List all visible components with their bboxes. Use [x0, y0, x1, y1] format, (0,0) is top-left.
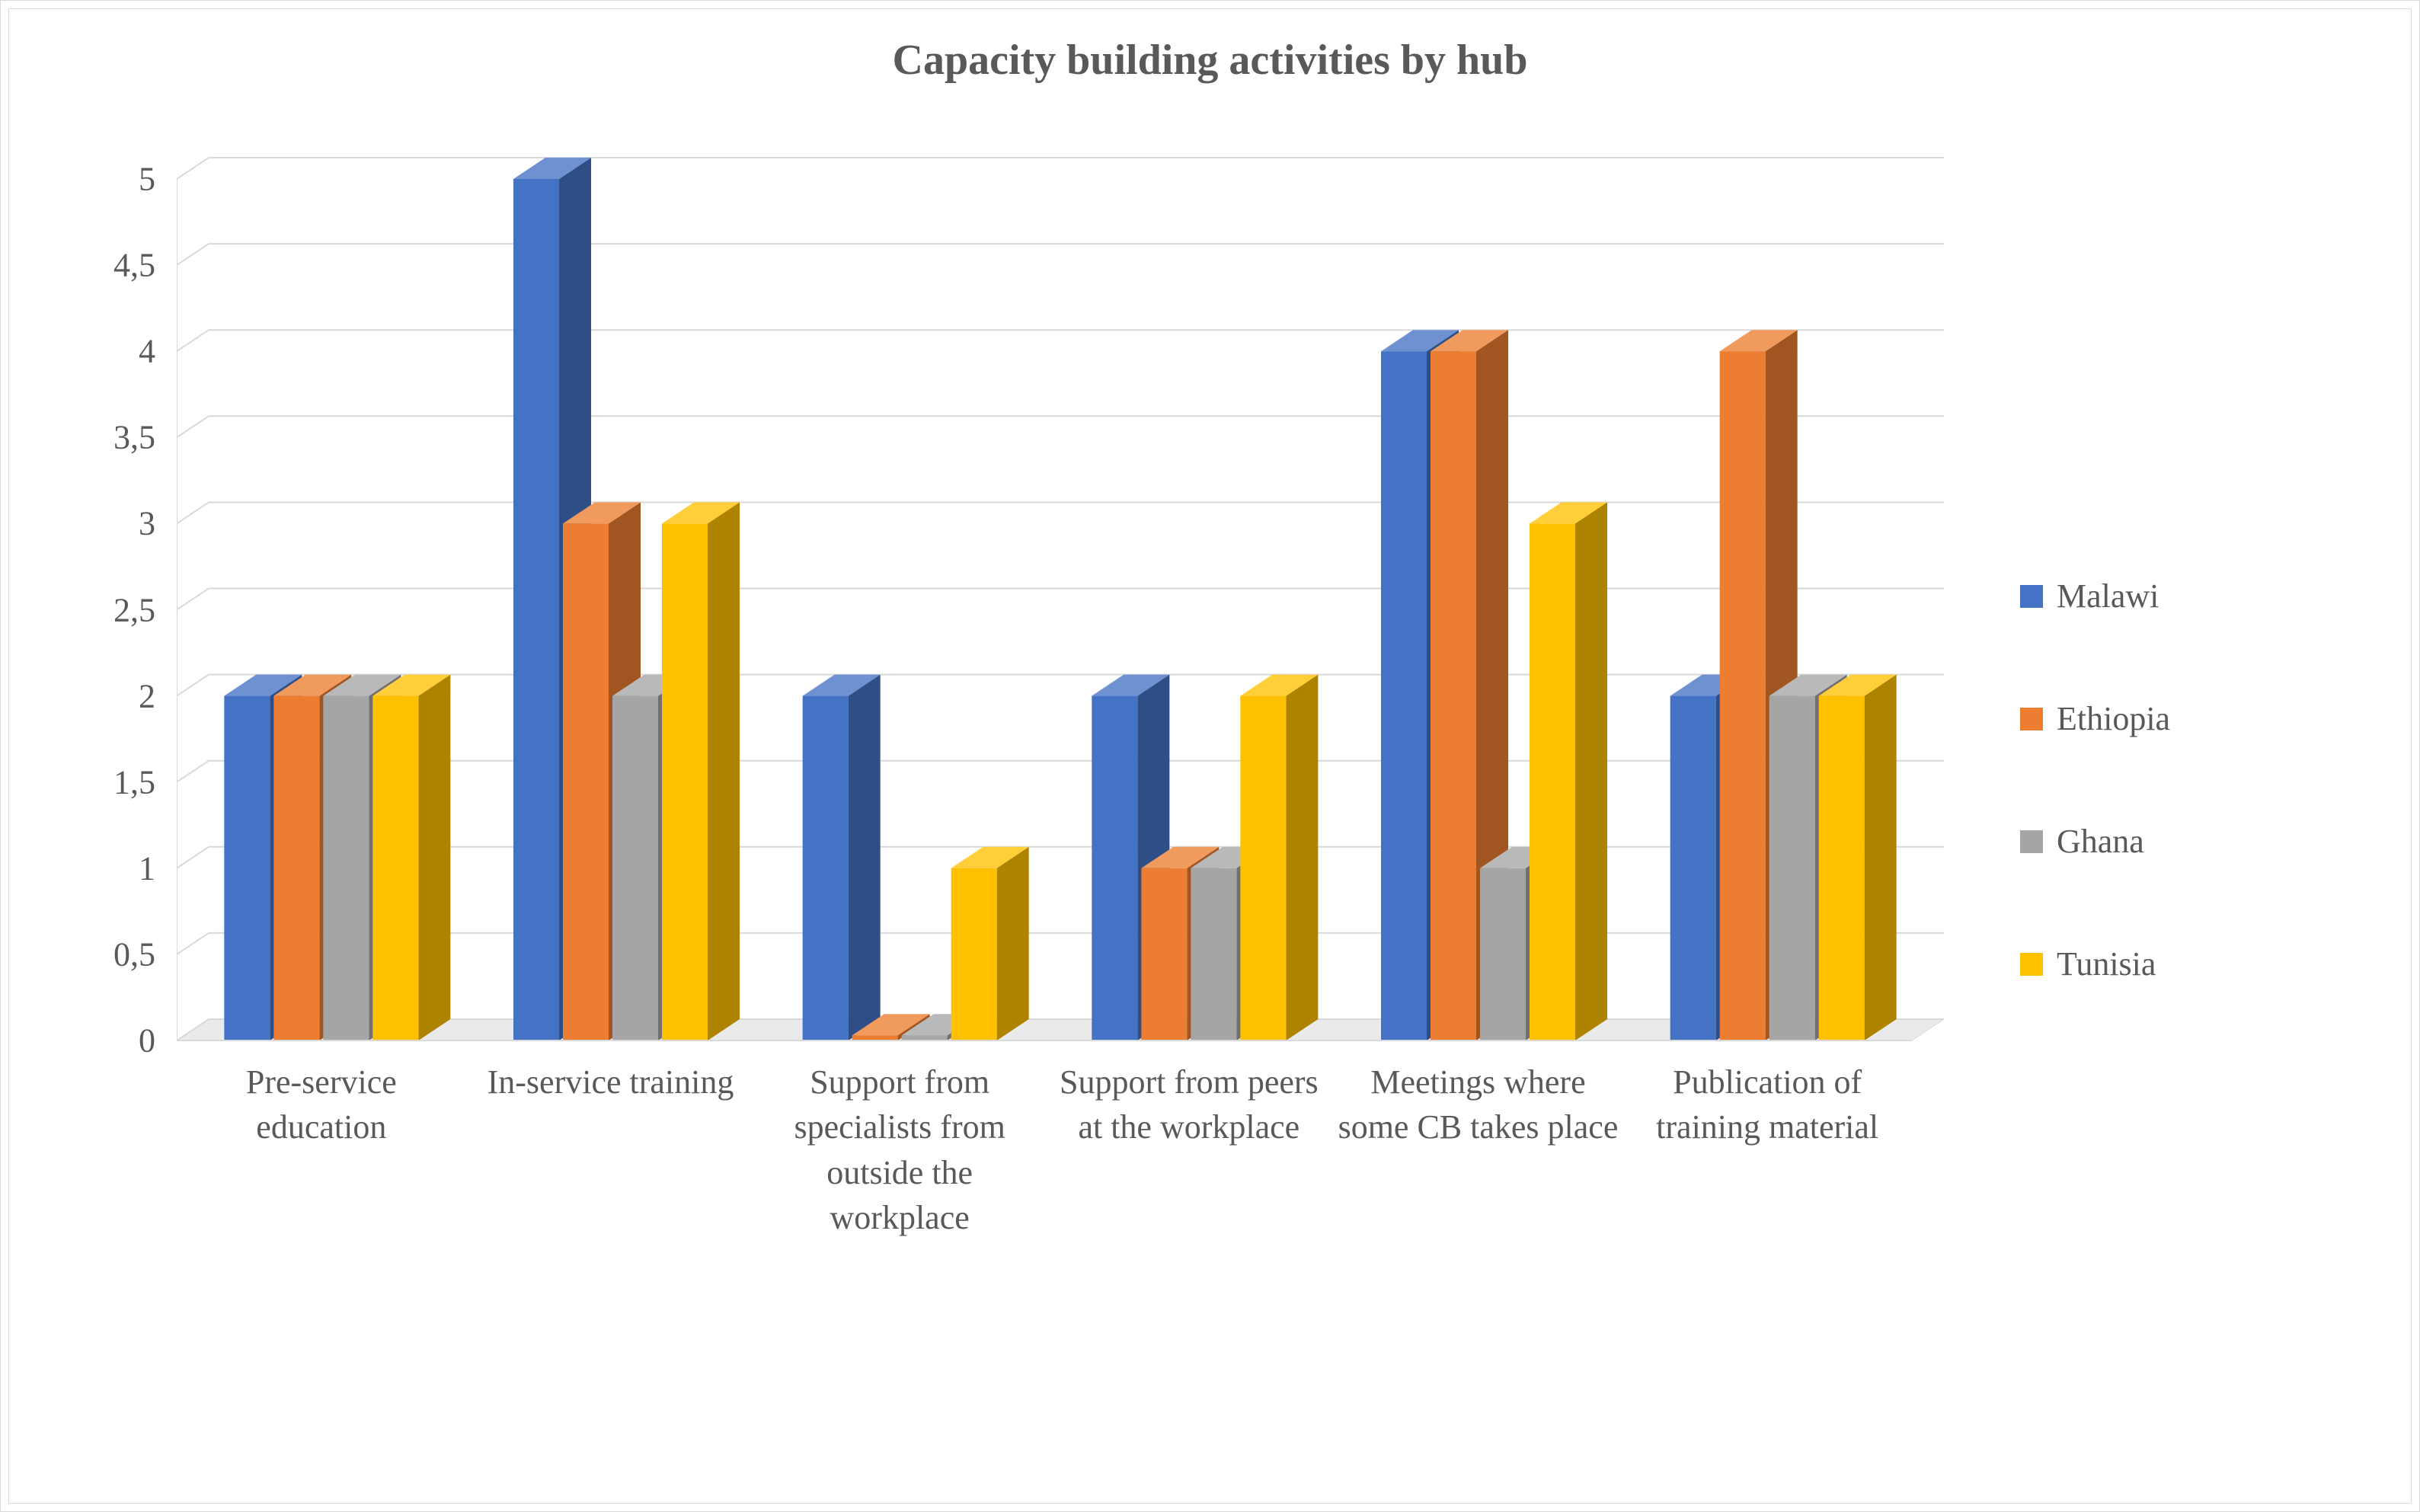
y-tick-label: 0 — [139, 1021, 177, 1060]
legend-label: Ethiopia — [2057, 699, 2170, 738]
y-tick-label: 0,5 — [113, 935, 177, 973]
x-tick-label: Support from specialists from outside th… — [755, 1041, 1044, 1241]
y-tick-label: 2,5 — [113, 590, 177, 629]
legend-swatch — [2020, 830, 2043, 853]
legend-label: Ghana — [2057, 822, 2144, 861]
y-tick-label: 4 — [139, 332, 177, 371]
x-tick-label: Meetings where some CB takes place — [1334, 1041, 1623, 1150]
legend: Malawi Ethiopia Ghana Tunisia — [2020, 577, 2170, 1067]
legend-swatch — [2020, 708, 2043, 730]
legend-item: Ghana — [2020, 822, 2170, 861]
y-tick-label: 1 — [139, 849, 177, 887]
y-tick-label: 3 — [139, 504, 177, 543]
legend-swatch — [2020, 585, 2043, 608]
x-tick-label: Pre-service education — [177, 1041, 466, 1150]
chart-outer-frame: Capacity building activities by hub 00,5… — [0, 0, 2420, 1512]
legend-label: Malawi — [2057, 577, 2159, 615]
legend-label: Tunisia — [2057, 945, 2156, 983]
y-tick-label: 2 — [139, 676, 177, 715]
legend-swatch — [2020, 953, 2043, 976]
x-tick-label: Publication of training material — [1622, 1041, 1912, 1150]
x-tick-label: Support from peers at the workplace — [1044, 1041, 1334, 1150]
y-tick-label: 1,5 — [113, 762, 177, 801]
y-tick-label: 4,5 — [113, 246, 177, 285]
y-tick-label: 3,5 — [113, 418, 177, 457]
chart-inner-frame: Capacity building activities by hub 00,5… — [8, 8, 2412, 1504]
legend-item: Tunisia — [2020, 945, 2170, 983]
x-tick-label: In-service training — [466, 1041, 756, 1104]
y-tick-label: 5 — [139, 160, 177, 199]
legend-item: Malawi — [2020, 577, 2170, 615]
plot-area: 00,511,522,533,544,55Pre-service educati… — [177, 135, 1944, 1041]
chart-title: Capacity building activities by hub — [9, 36, 2411, 85]
plot-svg — [177, 135, 1944, 1041]
legend-item: Ethiopia — [2020, 699, 2170, 738]
